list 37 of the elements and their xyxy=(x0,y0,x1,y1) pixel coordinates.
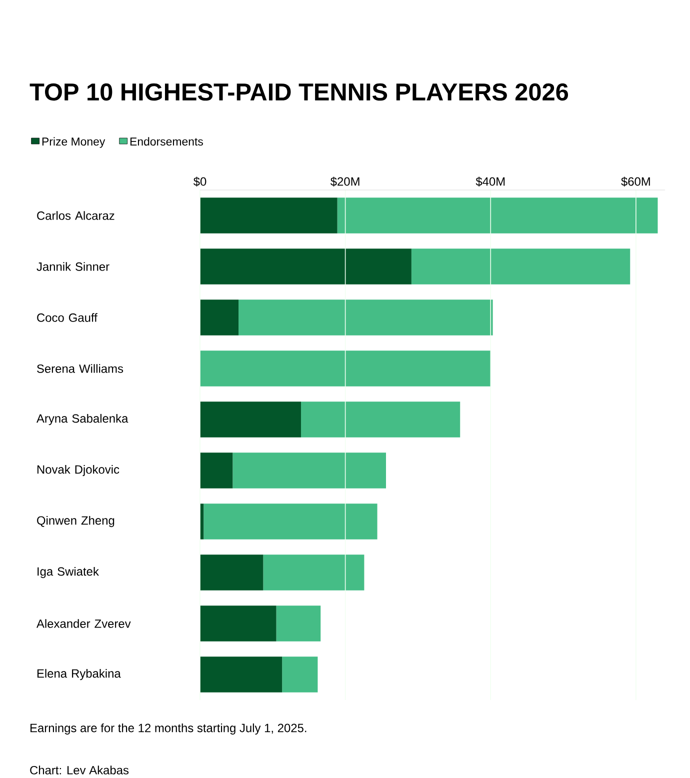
bar xyxy=(200,656,282,692)
bar xyxy=(337,198,658,234)
y-tick-label: Elena Rybakina xyxy=(37,668,121,680)
bar xyxy=(200,350,491,386)
bar xyxy=(263,554,364,590)
y-tick-label: Novak Djokovic xyxy=(37,464,120,476)
bar xyxy=(232,452,386,488)
x-tick-label: $0 xyxy=(193,176,206,186)
chart-title: TOP 10 HIGHEST-PAID TENNIS PLAYERS 2026 xyxy=(30,83,568,101)
y-tick-label: Serena Williams xyxy=(37,364,124,373)
bar xyxy=(282,656,318,692)
legend-label: Prize Money xyxy=(42,137,106,148)
bar xyxy=(204,504,378,540)
bar xyxy=(300,402,460,438)
bar xyxy=(238,300,493,336)
y-tick-label: Alexander Zverev xyxy=(36,619,131,628)
bar xyxy=(200,606,276,642)
x-tick-label: $20M xyxy=(330,176,360,186)
y-tick-label: Coco Gauff xyxy=(37,313,98,322)
text: Earnings are for the 12 months starting July 1, 2025. xyxy=(30,723,306,735)
x-tick-label: $40M xyxy=(476,176,505,186)
y-tick-label: Aryna Sabalenka xyxy=(36,414,128,426)
bar xyxy=(411,248,630,284)
bar xyxy=(200,452,233,488)
y-tick-label: Jannik Sinner xyxy=(36,262,110,271)
text: Chart: Lev Akabas xyxy=(30,766,129,774)
y-tick-label: Iga Swiatek xyxy=(38,566,99,578)
legend-label: Endorsements xyxy=(130,137,203,146)
bar xyxy=(200,402,301,438)
bar xyxy=(200,198,338,234)
x-tick-label: $60M xyxy=(621,176,650,186)
y-tick-label: Carlos Alcaraz xyxy=(37,211,114,220)
bar xyxy=(276,606,321,642)
y-tick-label: Qinwen Zheng xyxy=(37,516,114,528)
bar xyxy=(200,248,412,284)
bar xyxy=(200,300,239,336)
bar xyxy=(200,554,264,590)
